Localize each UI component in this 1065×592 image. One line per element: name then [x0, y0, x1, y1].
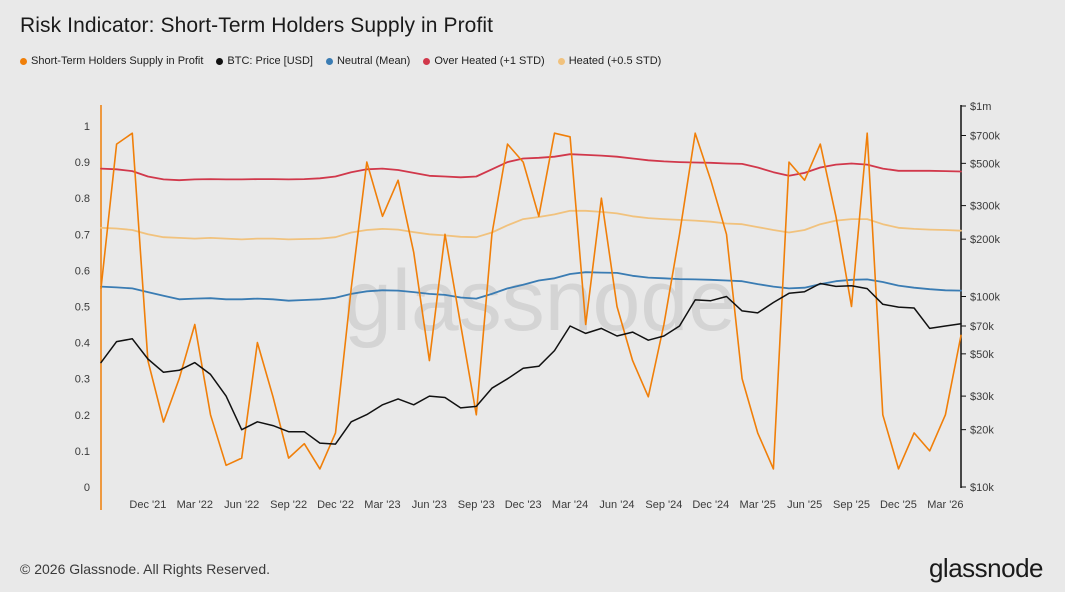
legend-dot-neutral: [325, 57, 333, 65]
chart-title: Risk Indicator: Short-Term Holders Suppl…: [20, 14, 494, 37]
y-left-tick-label: 0.5: [75, 302, 90, 314]
y-right-tick-label: $700k: [970, 131, 1000, 143]
x-tick-label: Mar '22: [177, 499, 213, 511]
x-tick-label: Jun '24: [599, 499, 634, 511]
y-right-tick-label: $10k: [970, 482, 994, 494]
y-right-tick-label: $20k: [970, 425, 994, 437]
legend-dot-sth: [20, 57, 27, 65]
series-line-heated: [100, 209, 962, 241]
x-tick-label: Jun '23: [412, 499, 447, 511]
legend-label-overheated: Over Heated (+1 STD): [434, 55, 545, 67]
x-tick-label: Sep '23: [458, 499, 495, 511]
x-tick-label: Dec '22: [317, 499, 354, 511]
y-right-tick-label: $70k: [970, 321, 994, 333]
x-tick-label: Mar '26: [927, 499, 963, 511]
series-line-sth: [100, 132, 962, 470]
x-tick-label: Sep '24: [645, 499, 682, 511]
legend-dot-overheated: [423, 57, 431, 65]
x-tick-label: Sep '25: [833, 499, 870, 511]
legend-label-sth: Short-Term Holders Supply in Profit: [31, 55, 204, 67]
legend-item-overheated[interactable]: Over Heated (+1 STD): [423, 55, 545, 67]
y-right-tick-label: $200k: [970, 234, 1000, 246]
y-left-tick-label: 0.2: [75, 410, 90, 422]
legend-dot-btc: [216, 57, 224, 65]
x-tick-label: Mar '24: [552, 499, 588, 511]
watermark: glassnode: [344, 253, 736, 349]
legend: Short-Term Holders Supply in Profit BTC:…: [20, 55, 661, 67]
series-line-btc: [100, 282, 962, 445]
x-tick-label: Mar '25: [740, 499, 776, 511]
legend-label-neutral: Neutral (Mean): [336, 55, 411, 67]
brand-logo: glassnode: [928, 553, 1044, 583]
y-left-tick-label: 0.3: [75, 374, 90, 386]
series-line-overheated: [100, 153, 962, 182]
y-right-tick-label: $30k: [970, 391, 994, 403]
legend-item-heated[interactable]: Heated (+0.5 STD): [557, 55, 662, 67]
y-left-tick-label: 0.4: [75, 338, 90, 350]
legend-label-btc: BTC: Price [USD]: [227, 55, 313, 67]
y-right-tick-label: $500k: [970, 158, 1000, 170]
x-tick-label: Sep '22: [270, 499, 307, 511]
legend-item-sth[interactable]: Short-Term Holders Supply in Profit: [20, 55, 203, 67]
legend-item-neutral[interactable]: Neutral (Mean): [325, 55, 411, 67]
x-tick-label: Jun '25: [787, 499, 822, 511]
series-lines: [100, 132, 962, 470]
legend-label-heated: Heated (+0.5 STD): [568, 55, 662, 67]
y-right-tick-label: $300k: [970, 201, 1000, 213]
y-left-ticks: 0 0.1 0.2 0.3 0.4 0.5 0.6 0.7 0.8 0.9 1: [75, 121, 90, 494]
legend-item-btc[interactable]: BTC: Price [USD]: [216, 55, 313, 67]
y-left-tick-label: 1: [84, 121, 90, 133]
x-tick-label: Dec '21: [129, 499, 166, 511]
legend-dot-heated: [557, 57, 565, 65]
x-ticks: Dec '21 Mar '22 Jun '22 Sep '22 Dec '22 Mar '…: [129, 499, 963, 511]
y-left-tick-label: 0.6: [75, 265, 90, 277]
x-tick-label: Jun '22: [224, 499, 259, 511]
copyright-footer: © 2026 Glassnode. All Rights Reserved.: [20, 561, 271, 577]
y-right-tick-label: $100k: [970, 292, 1000, 304]
y-left-tick-label: 0.7: [75, 229, 90, 241]
x-tick-label: Dec '24: [692, 499, 729, 511]
x-tick-label: Dec '25: [880, 499, 917, 511]
y-left-tick-label: 0: [84, 482, 90, 494]
x-tick-label: Mar '23: [364, 499, 400, 511]
y-left-tick-label: 0.1: [75, 446, 90, 458]
x-tick-label: Dec '23: [505, 499, 542, 511]
y-left-tick-label: 0.9: [75, 157, 90, 169]
y-right-tick-label: $1m: [970, 101, 991, 113]
y-right-ticks: $10k $20k $30k $50k $70k $100k $200k $300k $500k…: [961, 101, 1000, 494]
y-left-tick-label: 0.8: [75, 193, 90, 205]
y-right-tick-label: $50k: [970, 349, 994, 361]
